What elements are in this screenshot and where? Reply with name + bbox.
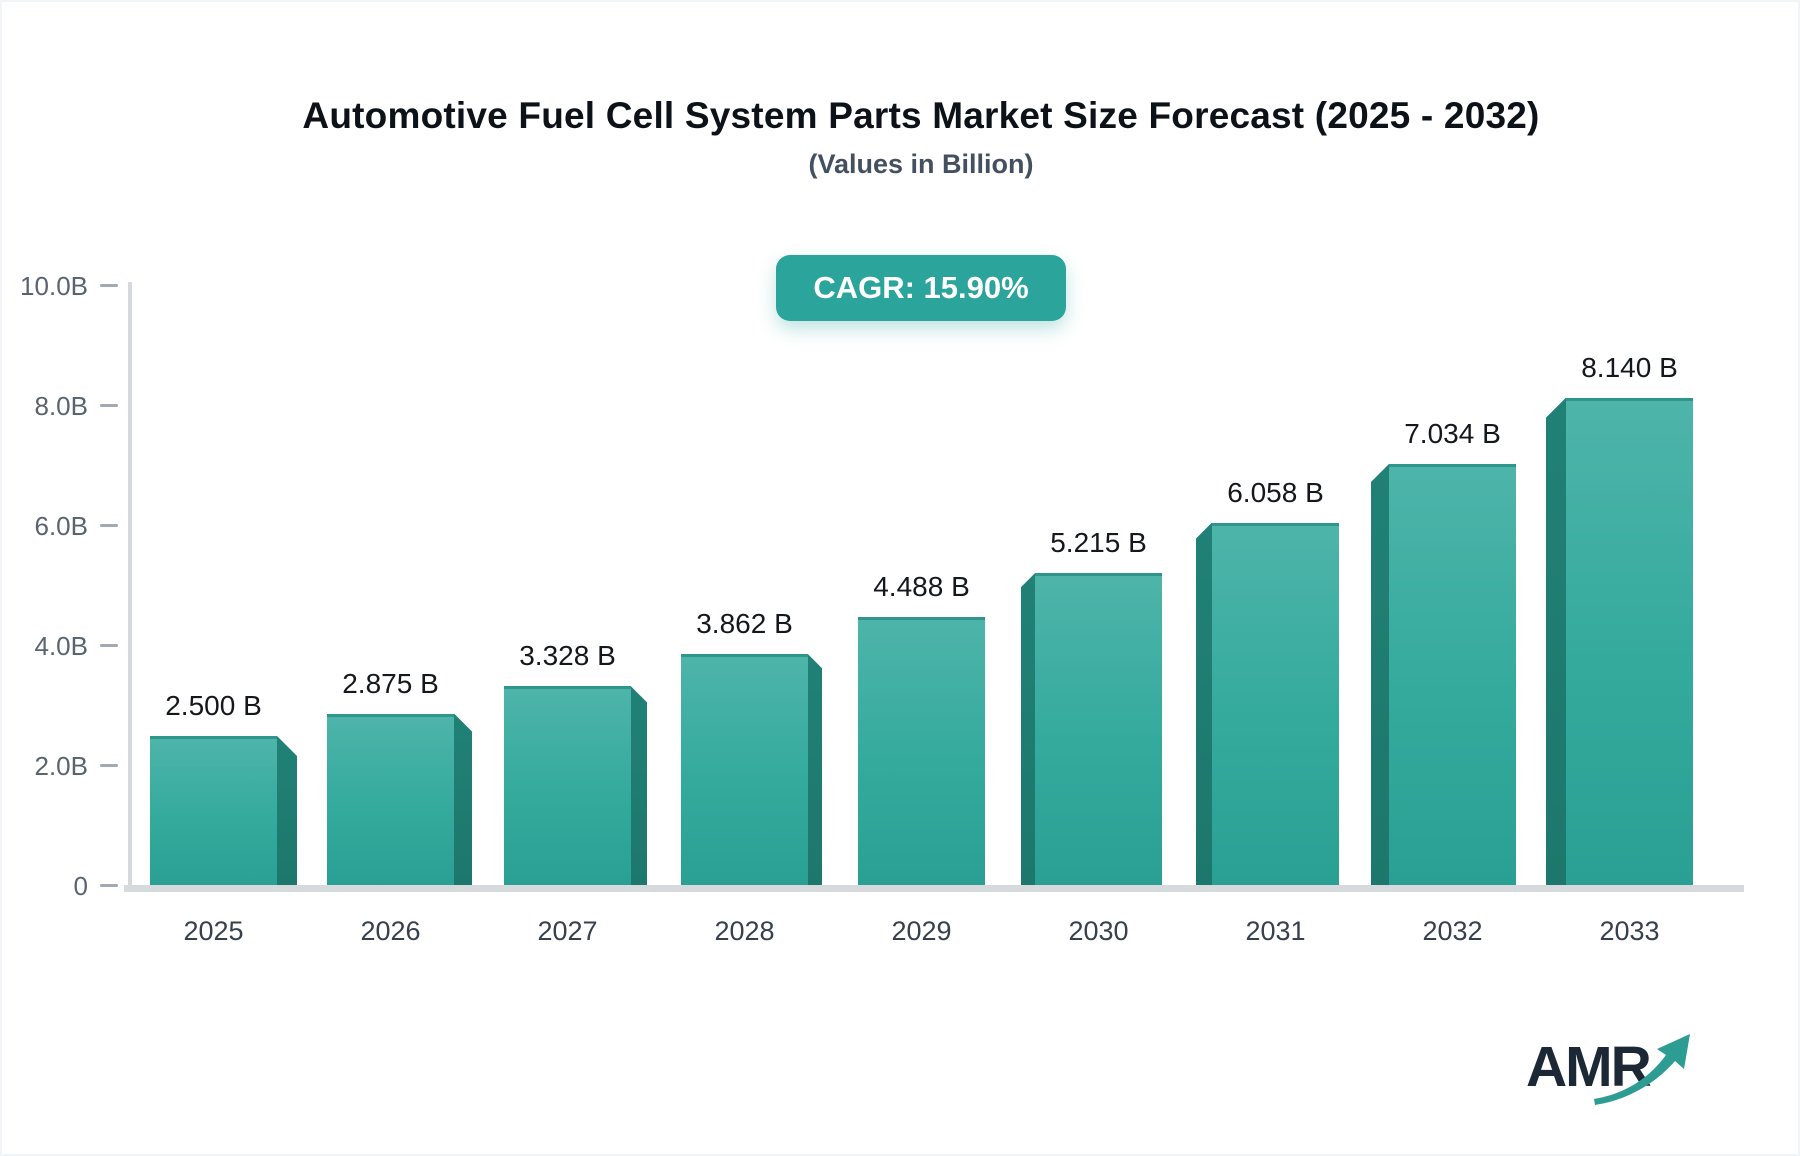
bar-value-label: 5.215 B bbox=[1050, 527, 1147, 559]
y-tick-label: 0 bbox=[73, 871, 88, 901]
y-tick-dash bbox=[100, 284, 118, 287]
bar-face-2026 bbox=[327, 713, 454, 886]
page-title: Automotive Fuel Cell System Parts Market… bbox=[302, 95, 1540, 136]
bar-side-face-2027 bbox=[631, 686, 647, 886]
bar-face-2025 bbox=[150, 736, 277, 886]
chart-floor bbox=[124, 885, 1744, 892]
bar-value-label: 3.328 B bbox=[519, 640, 616, 672]
x-tick-label: 2032 bbox=[1422, 916, 1483, 946]
bar-side-face-2030 bbox=[1021, 573, 1035, 886]
y-tick-dash bbox=[100, 884, 118, 887]
bar-face-2028 bbox=[681, 654, 808, 886]
bar-face-2027 bbox=[504, 686, 631, 886]
x-tick-label: 2028 bbox=[714, 916, 775, 946]
bar-side-face-2032 bbox=[1371, 463, 1389, 886]
x-tick-label: 2026 bbox=[360, 916, 421, 946]
bar-value-label: 7.034 B bbox=[1404, 417, 1501, 449]
cagr-badge: CAGR: 15.90% bbox=[776, 255, 1066, 321]
bar-value-label: 2.875 B bbox=[342, 667, 439, 699]
bar-side-face-2031 bbox=[1196, 522, 1212, 886]
bar-face-2032 bbox=[1389, 463, 1516, 886]
y-tick-label: 10.0B bbox=[20, 271, 88, 301]
y-tick-label: 6.0B bbox=[34, 511, 89, 541]
bar-value-label: 4.488 B bbox=[873, 570, 970, 602]
chart-subtitle: (Values in Billion) bbox=[808, 149, 1034, 179]
bar-value-label: 2.500 B bbox=[165, 690, 262, 721]
x-tick-label: 2029 bbox=[891, 916, 952, 946]
bar-side-face-2033 bbox=[1546, 397, 1566, 886]
bar-face-2029 bbox=[858, 616, 985, 886]
y-tick-dash bbox=[100, 524, 118, 527]
y-tick-label: 2.0B bbox=[34, 751, 89, 781]
bar-value-label: 3.862 B bbox=[696, 608, 793, 640]
bar-face-2031 bbox=[1212, 522, 1339, 886]
x-tick-label: 2030 bbox=[1068, 916, 1129, 946]
bar-face-2033 bbox=[1566, 397, 1693, 886]
bar-face-2030 bbox=[1035, 573, 1162, 886]
y-tick-label: 4.0B bbox=[34, 631, 89, 661]
growth-arrow-icon bbox=[1594, 1034, 1690, 1105]
bar-value-label: 8.140 B bbox=[1581, 351, 1678, 383]
y-axis-line bbox=[128, 282, 132, 886]
bar-value-label: 6.058 B bbox=[1227, 476, 1324, 508]
y-tick-dash bbox=[100, 764, 118, 767]
x-tick-label: 2027 bbox=[537, 916, 598, 946]
y-tick-dash bbox=[100, 644, 118, 647]
x-tick-label: 2025 bbox=[183, 916, 244, 946]
x-tick-label: 2033 bbox=[1599, 916, 1660, 946]
x-tick-label: 2031 bbox=[1245, 916, 1306, 946]
bar-side-face-2026 bbox=[454, 713, 472, 886]
bar-side-face-2025 bbox=[277, 736, 297, 886]
y-tick-label: 8.0B bbox=[34, 391, 89, 421]
bar-side-face-2028 bbox=[808, 654, 822, 886]
y-tick-dash bbox=[100, 404, 118, 407]
